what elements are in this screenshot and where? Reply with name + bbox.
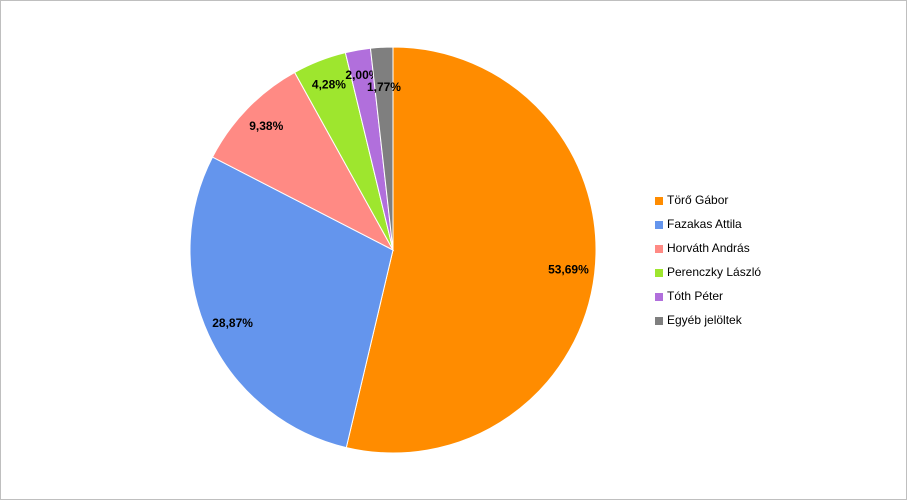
legend-label: Tóth Péter <box>667 289 723 303</box>
legend-swatch <box>655 221 663 229</box>
data-label: 1,77% <box>367 80 401 94</box>
legend-swatch <box>655 269 663 277</box>
legend-label: Egyéb jelöltek <box>667 313 743 327</box>
legend-swatch <box>655 197 663 205</box>
legend-label: Törő Gábor <box>667 193 728 207</box>
pie-slice <box>369 46 394 251</box>
legend-label: Horváth András <box>667 241 750 255</box>
legend-label: Fazakas Attila <box>667 217 742 231</box>
data-label: 28,87% <box>212 316 253 330</box>
data-label: 9,38% <box>249 119 283 133</box>
pie-slice <box>211 71 395 252</box>
data-label: 4,28% <box>312 78 346 92</box>
legend-swatch <box>655 317 663 325</box>
legend-swatch <box>655 293 663 301</box>
pie-slice <box>189 156 394 449</box>
legend-label: Perenczky László <box>667 265 761 279</box>
data-label: 2,00% <box>345 68 379 82</box>
data-label: 53,69% <box>548 263 589 277</box>
legend-swatch <box>655 245 663 253</box>
pie-slice <box>345 46 597 454</box>
